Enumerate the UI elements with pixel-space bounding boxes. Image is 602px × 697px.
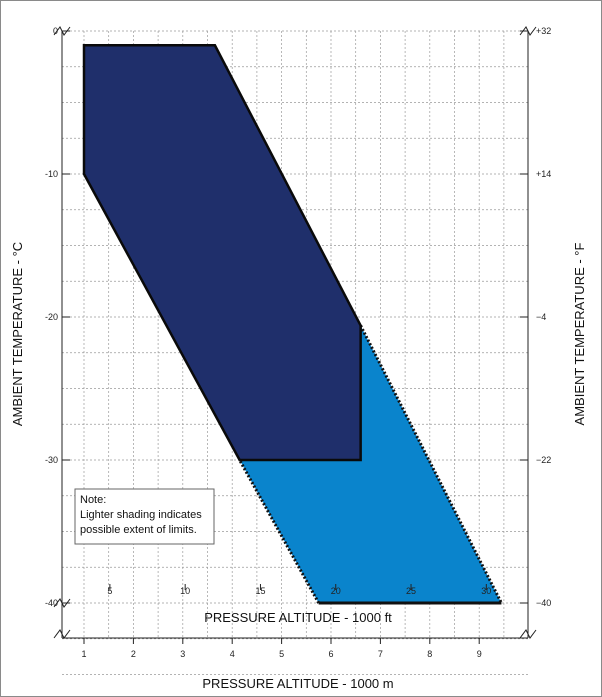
note-line-3: possible extent of limits. (80, 524, 197, 536)
m-tick-label: 2 (131, 649, 136, 659)
note-line-1: Note: (80, 494, 106, 506)
m-tick-label: 4 (230, 649, 235, 659)
possible-extent-edge-left (238, 459, 320, 604)
bottom-axis-title: PRESSURE ALTITUDE - 1000 m (202, 676, 393, 691)
top-axis-title: PRESSURE ALTITUDE - 1000 ft (204, 610, 392, 625)
axis-break-mark (53, 26, 71, 36)
limit-areas (82, 44, 503, 605)
left-axis-title: AMBIENT TEMPERATURE - °C (10, 242, 25, 426)
note-box: Note: Lighter shading indicates possible… (74, 488, 215, 545)
m-tick-label: 5 (279, 649, 284, 659)
right-tick-label: +14 (536, 169, 551, 179)
m-tick-label: 3 (180, 649, 185, 659)
ft-tick-label: 25 (406, 586, 416, 596)
m-tick-label: 6 (328, 649, 333, 659)
axis-break-mark (519, 26, 537, 36)
m-tick-label: 1 (81, 649, 86, 659)
operating-limits-area (82, 44, 362, 462)
possible-extent-area (239, 325, 502, 603)
left-tick-label: -30 (45, 455, 58, 465)
m-tick-label: 7 (378, 649, 383, 659)
m-tick-label: 8 (427, 649, 432, 659)
right-tick-label: +32 (536, 26, 551, 36)
axes: 0-10-20-30-40+32+14−4−22−405 10 15 20 25 301 2… (45, 26, 551, 659)
ft-tick-label: 5 (107, 586, 112, 596)
left-tick-label: 0 (53, 26, 58, 36)
left-tick-label: -20 (45, 312, 58, 322)
right-tick-label: −4 (536, 312, 546, 322)
note-line-2: Lighter shading indicates (80, 509, 202, 521)
ft-tick-label: 10 (180, 586, 190, 596)
axis-break-mark (53, 598, 71, 608)
note-border (74, 488, 215, 545)
left-tick-label: -40 (45, 598, 58, 608)
axis-break-mark (53, 629, 71, 639)
ft-tick-label: 15 (255, 586, 265, 596)
left-tick-label: -10 (45, 169, 58, 179)
right-tick-label: −22 (536, 455, 551, 465)
right-axis-title: AMBIENT TEMPERATURE - °F (572, 243, 587, 426)
ft-tick-label: 20 (331, 586, 341, 596)
m-tick-label: 9 (477, 649, 482, 659)
axis-break-mark (519, 629, 537, 639)
right-tick-label: −40 (536, 598, 551, 608)
ft-tick-label: 30 (481, 586, 491, 596)
